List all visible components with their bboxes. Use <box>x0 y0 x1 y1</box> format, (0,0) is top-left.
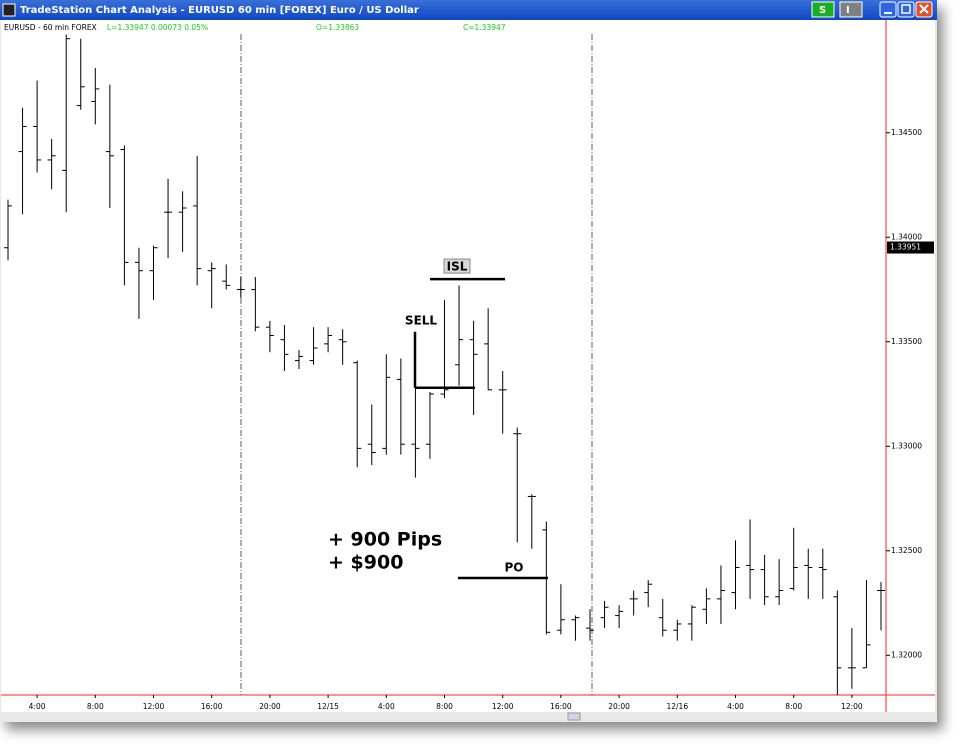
i-button[interactable] <box>839 1 863 18</box>
x-tick-label: 8:00 <box>87 702 104 711</box>
sell-label: SELL <box>405 313 437 327</box>
app-icon <box>2 3 16 17</box>
x-tick-label: 4:00 <box>378 702 395 711</box>
y-tick-label: 1.32500 <box>891 546 922 555</box>
close-glyph <box>919 4 929 14</box>
x-tick-label: 12:00 <box>841 702 863 711</box>
x-tick-label: 4:00 <box>727 702 744 711</box>
x-tick-label: 12/15 <box>317 702 339 711</box>
i-icon: I <box>846 5 850 16</box>
y-tick-label: 1.33000 <box>891 441 922 450</box>
symbol-label: EURUSD - 60 min FOREX <box>4 23 97 32</box>
x-tick-label: 12:00 <box>143 702 165 711</box>
window-title: TradeStation Chart Analysis - EURUSD 60 … <box>20 5 419 16</box>
s-icon: S <box>819 5 826 16</box>
po-label: PO <box>505 560 524 574</box>
y-tick-label: 1.33500 <box>891 337 922 346</box>
scrollbar[interactable] <box>1 712 935 721</box>
title-bar <box>0 0 937 20</box>
open-label: O=1.33863 <box>316 23 359 32</box>
profit-text: + 900 Pips <box>328 529 442 551</box>
y-tick-label: 1.34500 <box>891 128 922 137</box>
maximize-glyph <box>901 4 911 14</box>
isl-label: ISL <box>447 260 468 274</box>
chart-area <box>1 20 935 712</box>
minimize-button[interactable] <box>879 1 897 18</box>
x-tick-label: 8:00 <box>785 702 802 711</box>
x-tick-label: 12:00 <box>492 702 514 711</box>
isl-label-box <box>443 258 471 274</box>
x-tick-label: 8:00 <box>436 702 453 711</box>
scroll-thumb[interactable] <box>567 712 581 721</box>
x-tick-label: 4:00 <box>29 702 46 711</box>
x-tick-label: 20:00 <box>259 702 281 711</box>
x-tick-label: 16:00 <box>201 702 223 711</box>
close-label: C=1.33947 <box>463 23 506 32</box>
y-tick-label: 1.34000 <box>891 232 922 241</box>
y-tick-label: 1.32000 <box>891 650 922 659</box>
last-label: L=1.33947 0.00073 0.05% <box>107 23 208 32</box>
last-price-label: 1.33951 <box>890 243 921 252</box>
x-tick-label: 20:00 <box>608 702 630 711</box>
s-button[interactable] <box>811 1 835 18</box>
x-tick-label: 16:00 <box>550 702 572 711</box>
profit-text: + $900 <box>328 552 403 574</box>
last-price-box <box>887 241 934 254</box>
x-tick-label: 12/16 <box>666 702 688 711</box>
